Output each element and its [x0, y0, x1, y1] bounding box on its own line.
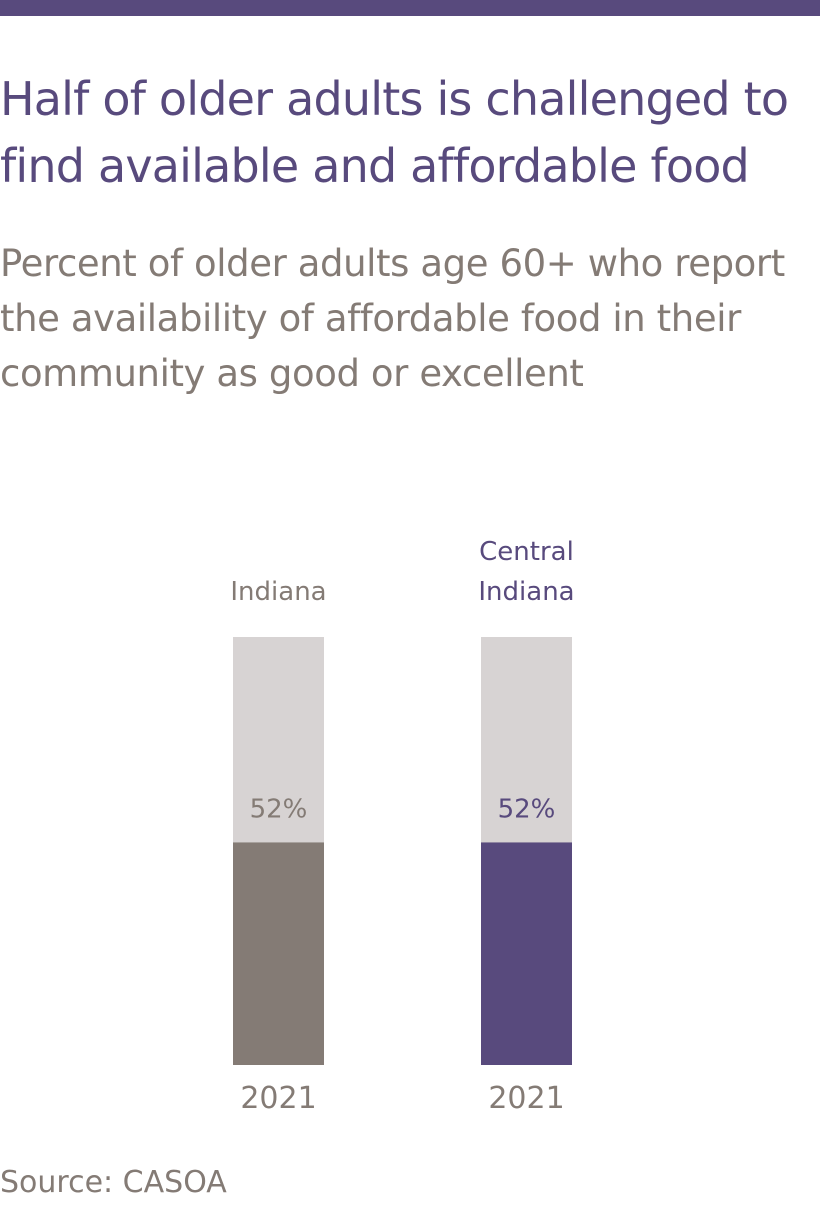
category-label-0-line-0: Indiana	[230, 577, 326, 607]
bar-1	[481, 842, 572, 1065]
bar-0	[233, 842, 324, 1065]
chart-title: Half of older adults is challenged to fi…	[0, 72, 789, 193]
category-label-1-line-1: Indiana	[478, 577, 574, 607]
x-tick-label-1: 2021	[488, 1081, 564, 1116]
category-label-1-line-0: Central	[479, 537, 574, 567]
bar-chart: 52% Indiana 2021 52% Central Indiana 2021	[230, 537, 574, 1116]
data-label-0: 52%	[250, 794, 308, 824]
source-note: Source: CASOA	[0, 1165, 227, 1200]
top-accent-bar	[0, 0, 820, 16]
x-tick-label-0: 2021	[240, 1081, 316, 1116]
chart-subtitle: Percent of older adults age 60+ who repo…	[0, 242, 785, 395]
data-label-1: 52%	[498, 794, 556, 824]
